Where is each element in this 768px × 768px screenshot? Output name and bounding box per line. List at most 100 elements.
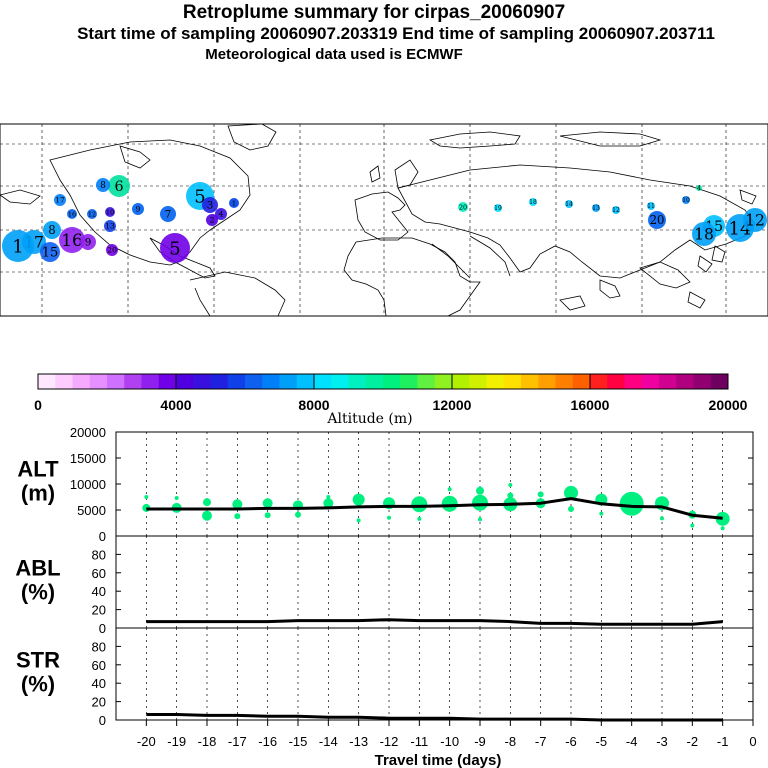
y-tick-label: 60 [92,658,106,673]
colorbar-cell [176,374,194,389]
cluster-point [323,498,334,509]
map-marker-label: 15 [42,246,59,261]
altitude-colorbar: 0 4000 8000 12000 16000 20000 Altitude (m) [34,373,748,427]
map-marker [67,209,77,219]
colorbar-cell [210,374,229,389]
colorbar-cell [434,374,453,389]
map-marker [612,206,620,214]
x-tick-label: -6 [565,734,577,749]
map-marker-label: 13 [105,222,115,231]
figure-title: Retroplume summary for cirpas_20060907 [182,2,566,23]
map-marker-label: 11 [647,203,655,210]
y-tick-label: 15000 [70,451,106,466]
map-marker-label: 20 [107,246,117,255]
x-tick-label: -3 [656,734,668,749]
map-marker [565,200,573,208]
map-marker-label: 12 [612,207,620,214]
series-line [146,618,723,626]
y-tick-label: 60 [92,566,106,581]
travel-time-axis: -20 -19 -18 -17 -16 -15 -14 -13 -12 -11 -10 -9 -8 -7-… [137,720,757,749]
map-marker-label: 5 [194,186,205,207]
cluster-point [690,523,695,528]
map-marker [106,244,118,256]
panel-frame [115,431,754,537]
x-tick-label: -2 [687,734,699,749]
map-marker [132,203,144,215]
map-marker-label: 17 [55,196,65,205]
map-marker-label: 1 [232,199,236,207]
map-marker-label: 16 [61,230,83,250]
map-marker-label: 12 [88,210,96,218]
colorbar-tick-label: 12000 [433,397,472,413]
colorbar-cell [676,374,694,389]
panel-frame [115,535,754,629]
y-tick-label: 20 [92,695,106,710]
map-marker-label: 19 [494,205,502,212]
y-tick-label: 5000 [77,503,106,518]
colorbar-cell [590,374,608,389]
colorbar-tick-label: 20000 [709,397,748,413]
map-marker [647,202,655,210]
met-data-line: Meteorological data used is ECMWF [205,46,463,63]
map-marker [96,178,110,192]
x-tick-label: -18 [198,734,217,749]
cluster-point [356,518,361,523]
map-marker-label: 4 [219,210,224,219]
map-marker-label: 6 [114,179,123,195]
map-marker [59,227,85,253]
cluster-point [564,485,578,500]
y-tick-label: 40 [92,584,106,599]
time-series-panels: 05000100001500020000ALT(m)020406080ABL(%… [15,425,754,728]
map-marker [458,202,468,212]
map-marker [682,196,690,204]
cluster-point [232,499,243,510]
map-marker [494,204,502,212]
map-marker-label: 8 [48,223,55,237]
colorbar-tick-label: 4000 [160,397,191,413]
cluster-point [441,495,458,512]
colorbar-cell [469,374,487,389]
colorbar-cells [38,374,729,389]
colorbar-ticks: 0 4000 8000 12000 16000 20000 [34,374,748,413]
panel-label: STR [16,648,60,673]
map-marker [206,214,218,226]
colorbar-cell [538,374,556,389]
y-tick-label: 20 [92,603,106,618]
colorbar-cell [158,374,177,389]
colorbar-cell [348,374,367,389]
cluster-point [478,517,482,522]
series-line [146,497,723,520]
colorbar-cell [486,374,505,389]
colorbar-cell [107,374,125,389]
colorbar-cell [245,374,263,389]
x-tick-label: -19 [167,734,186,749]
x-tick-label: -1 [717,734,729,749]
x-tick-label: -16 [258,734,277,749]
cluster-point [203,498,211,507]
x-tick-label: -10 [440,734,459,749]
colorbar-cell [262,374,280,389]
x-tick-label: -20 [137,734,156,749]
colorbar-cell [503,374,522,389]
map-marker-label: 2 [210,216,215,225]
map-marker [229,198,239,208]
x-tick-label: -9 [474,734,486,749]
y-tick-label: 20000 [70,425,106,440]
y-tick-label: 80 [92,547,106,562]
y-tick-label: 0 [99,529,106,544]
cluster-point [202,510,212,521]
x-tick-label: -17 [228,734,247,749]
x-tick-label: -15 [289,734,308,749]
colorbar-cell [314,374,332,389]
colorbar-cell [365,374,384,389]
cluster-point [447,487,452,492]
y-tick-label: 80 [92,639,106,654]
x-tick-label: -13 [349,734,368,749]
map-marker-label: 16 [68,210,76,218]
map-marker [43,221,61,239]
x-tick-label: -5 [596,734,608,749]
colorbar-cell [55,374,73,389]
colorbar-cell [331,374,349,389]
colorbar-cell [607,374,625,389]
